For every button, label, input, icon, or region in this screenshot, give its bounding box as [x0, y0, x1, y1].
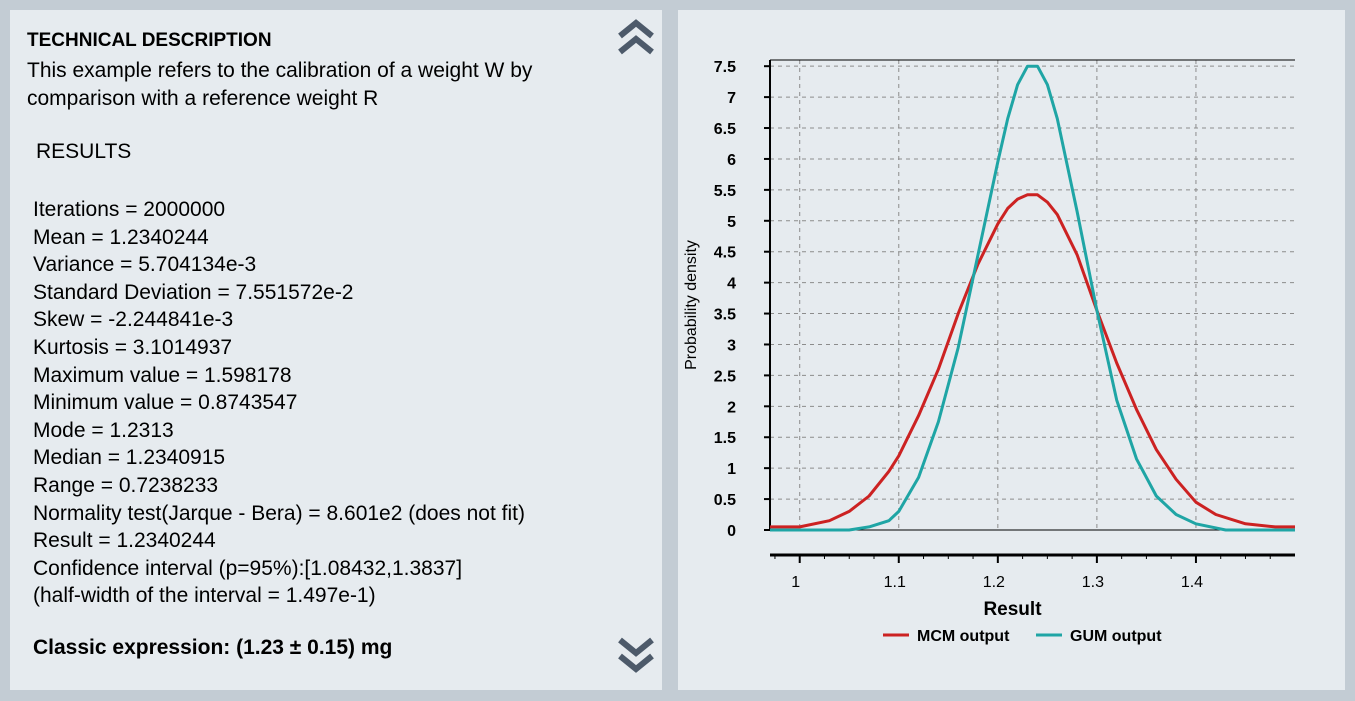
stat-mode: Mode = 1.2313 — [33, 418, 174, 442]
double-chevron-down-icon — [618, 637, 654, 673]
stat-median: Median = 1.2340915 — [33, 446, 226, 470]
probability-density-chart: 0 0.5 1 1.5 2 2.5 3 3.5 4 4.5 5 5.5 6 6.5 7 7.5 1 1.1 1.2 1… — [683, 59, 1295, 645]
series-line-mcm — [770, 193, 1295, 529]
y-tick-label: 5.5 — [714, 183, 736, 200]
y-tick-label: 4.5 — [714, 245, 736, 262]
series-line-gum — [770, 64, 1295, 532]
chart-panel: 0 0.5 1 1.5 2 2.5 3 3.5 4 4.5 5 5.5 6 6.5 7 7.5 1 1.1 1.2 1… — [678, 10, 1345, 690]
legend-label-gum: GUM output — [1070, 628, 1162, 645]
x-tick-label: 1.3 — [1082, 574, 1104, 591]
stat-normality-test: Normality test(Jarque - Bera) = 8.601e2 … — [33, 501, 525, 525]
stat-standard-deviation: Standard Deviation = 7.551572e-2 — [33, 280, 354, 304]
x-axis-title: Result — [983, 599, 1042, 620]
stat-mean: Mean = 1.2340244 — [33, 225, 209, 249]
y-tick-label: 7 — [727, 90, 736, 107]
x-tick-label: 1 — [791, 574, 800, 591]
y-tick-label: 7.5 — [714, 59, 736, 76]
stat-half-width: (half-width of the interval = 1.497e-1) — [33, 584, 376, 608]
stat-maximum-value: Maximum value = 1.598178 — [33, 363, 292, 387]
y-tick-label: 6 — [727, 152, 736, 169]
scroll-down-button[interactable] — [614, 634, 658, 674]
results-stats-list: Iterations = 2000000 Mean = 1.2340244 Va… — [33, 196, 525, 610]
y-tick-label: 1.5 — [714, 430, 736, 447]
x-tick-label: 1.4 — [1181, 574, 1203, 591]
double-chevron-up-icon — [618, 19, 654, 55]
stat-kurtosis: Kurtosis = 3.1014937 — [33, 335, 233, 359]
x-tick-label: 1.2 — [983, 574, 1005, 591]
y-tick-label: 2.5 — [714, 368, 736, 385]
description-text: This example refers to the calibration o… — [27, 59, 533, 110]
y-tick-label: 3.5 — [714, 307, 736, 324]
description-title: TECHNICAL DESCRIPTION — [27, 30, 272, 51]
results-title: RESULTS — [36, 140, 132, 163]
stat-skew: Skew = -2.244841e-3 — [33, 308, 234, 332]
y-tick-label: 4 — [727, 276, 736, 293]
y-tick-label: 0 — [727, 523, 736, 540]
y-tick-label: 3 — [727, 337, 736, 354]
stat-range: Range = 0.7238233 — [33, 473, 219, 497]
y-tick-label: 1 — [727, 461, 736, 478]
scroll-up-button[interactable] — [614, 18, 658, 58]
y-axis-title: Probability density — [683, 240, 700, 370]
stat-minimum-value: Minimum value = 0.8743547 — [33, 391, 298, 415]
classic-expression: Classic expression: (1.23 ± 0.15) mg — [33, 636, 393, 659]
stat-iterations: Iterations = 2000000 — [33, 198, 226, 221]
stat-result: Result = 1.2340244 — [33, 529, 216, 553]
stat-variance: Variance = 5.704134e-3 — [33, 253, 257, 277]
y-tick-label: 5 — [727, 214, 736, 231]
description-panel: TECHNICAL DESCRIPTION This example refer… — [10, 10, 662, 690]
y-tick-label: 6.5 — [714, 121, 736, 138]
legend-label-mcm: MCM output — [917, 628, 1010, 645]
x-tick-label: 1.1 — [884, 574, 906, 591]
y-tick-label: 0.5 — [714, 492, 736, 509]
stat-confidence-interval: Confidence interval (p=95%):[1.08432,1.3… — [33, 556, 463, 580]
y-tick-label: 2 — [727, 399, 736, 416]
